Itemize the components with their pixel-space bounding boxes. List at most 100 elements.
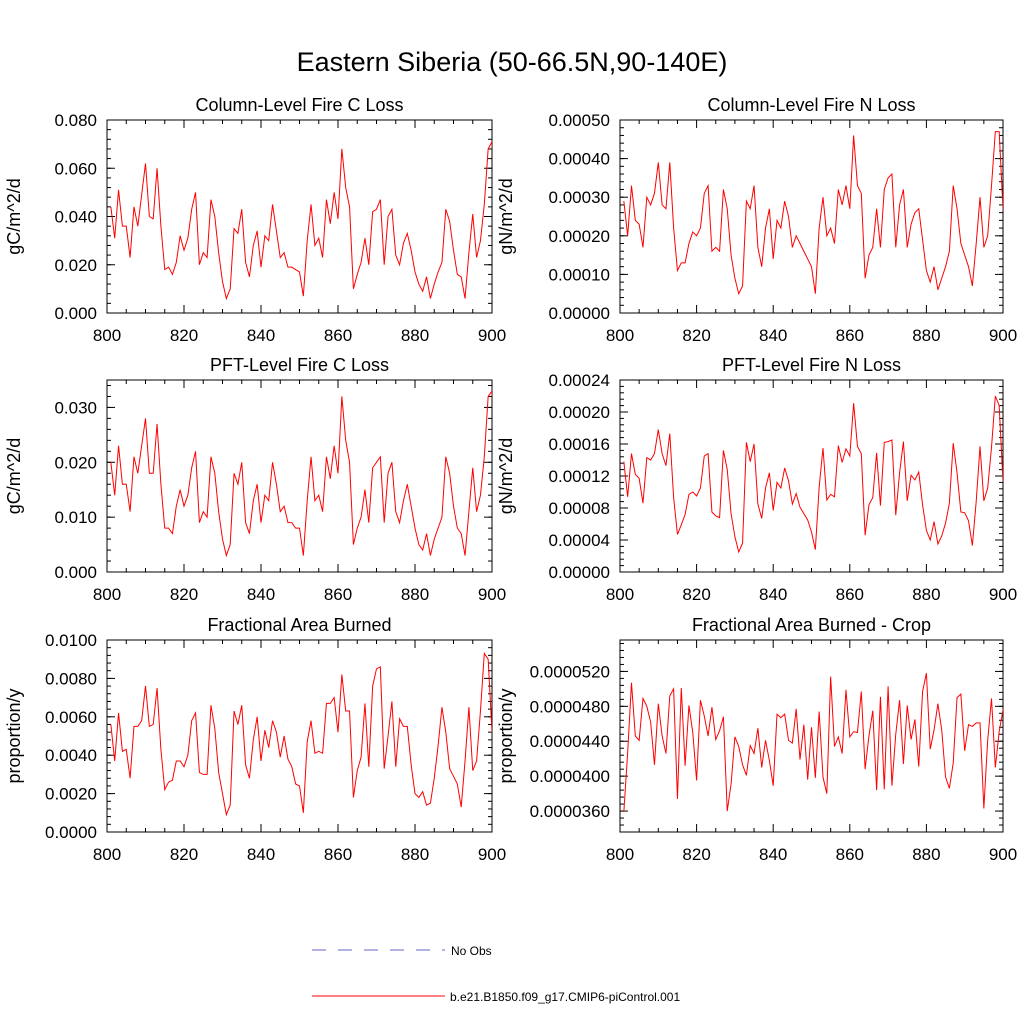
series-line	[623, 395, 1003, 554]
y-tick-label: 0.00016	[549, 435, 610, 454]
x-tick-label: 820	[170, 326, 198, 345]
y-tick-label: 0.0000	[45, 823, 97, 842]
panel-title: PFT-Level Fire N Loss	[722, 355, 901, 375]
x-tick-label: 800	[93, 326, 121, 345]
y-tick-label: 0.0100	[45, 631, 97, 650]
panel-title: PFT-Level Fire C Loss	[210, 355, 389, 375]
y-tick-label: 0.000	[54, 563, 97, 582]
x-tick-label: 820	[682, 326, 710, 345]
series-line	[623, 673, 1003, 812]
x-tick-label: 880	[401, 585, 429, 604]
panel-title: Fractional Area Burned	[207, 615, 391, 635]
x-tick-label: 840	[247, 326, 275, 345]
x-tick-label: 900	[478, 845, 506, 864]
x-tick-label: 900	[989, 845, 1017, 864]
panel-5: Fractional Area Burned 800 820 840 860 880 900…	[4, 615, 506, 864]
legend-label: No Obs	[451, 944, 492, 958]
x-tick-label: 880	[401, 845, 429, 864]
x-tick-label: 860	[324, 845, 352, 864]
panels: Column-Level Fire C Loss 800 820 840 860 880 9…	[4, 95, 1017, 864]
y-tick-label: 0.0020	[45, 785, 97, 804]
x-tick-label: 880	[912, 585, 940, 604]
y-tick-label: 0.00004	[549, 531, 610, 550]
x-tick-label: 860	[324, 326, 352, 345]
x-tick-label: 840	[247, 585, 275, 604]
y-tick-label: 0.040	[54, 208, 97, 227]
series-line	[623, 131, 1003, 296]
panel-title: Column-Level Fire C Loss	[195, 95, 403, 115]
x-tick-label: 880	[912, 845, 940, 864]
panel-1: Column-Level Fire C Loss 800 820 840 860 880 9…	[4, 95, 506, 345]
x-tick-label: 800	[606, 585, 634, 604]
y-tick-label: 0.00020	[549, 403, 610, 422]
x-tick-label: 900	[478, 585, 506, 604]
plot-frame	[619, 639, 1004, 833]
panel-3: PFT-Level Fire C Loss 800 820 840 860 880 900 0…	[4, 355, 506, 604]
y-axis-label: proportion/y	[496, 688, 516, 783]
x-tick-label: 860	[836, 585, 864, 604]
plot-frame	[106, 379, 493, 573]
y-tick-label: 0.0000360	[530, 802, 610, 821]
y-tick-label: 0.00030	[549, 188, 610, 207]
y-tick-label: 0.00000	[549, 304, 610, 323]
x-tick-label: 820	[682, 585, 710, 604]
x-tick-label: 840	[759, 326, 787, 345]
x-tick-label: 800	[93, 845, 121, 864]
y-tick-label: 0.00020	[549, 227, 610, 246]
y-tick-label: 0.020	[54, 256, 97, 275]
x-tick-label: 840	[247, 845, 275, 864]
x-tick-label: 840	[759, 585, 787, 604]
x-tick-label: 860	[836, 326, 864, 345]
y-tick-label: 0.010	[54, 508, 97, 527]
x-tick-label: 820	[170, 585, 198, 604]
y-tick-label: 0.0060	[45, 708, 97, 727]
y-tick-label: 0.0000480	[530, 697, 610, 716]
y-tick-label: 0.00040	[549, 150, 610, 169]
y-tick-label: 0.080	[54, 111, 97, 130]
legend-entry: b.e21.B1850.f09_g17.CMIP6-piControl.001	[312, 990, 680, 1004]
plot-frame	[619, 379, 1004, 573]
y-tick-label: 0.0000520	[530, 662, 610, 681]
y-axis-label: gN/m^2/d	[496, 178, 516, 254]
panel-title: Column-Level Fire N Loss	[707, 95, 915, 115]
y-tick-label: 0.020	[54, 453, 97, 472]
plot-frame	[619, 119, 1004, 314]
series-line	[110, 140, 492, 301]
x-tick-label: 880	[912, 326, 940, 345]
y-tick-label: 0.00012	[549, 467, 610, 486]
y-tick-label: 0.00050	[549, 111, 610, 130]
y-axis-label: gC/m^2/d	[4, 438, 24, 514]
legend-entry: No Obs	[312, 944, 492, 958]
x-tick-label: 800	[606, 326, 634, 345]
panel-6: Fractional Area Burned - Crop 800 820 840 86…	[496, 615, 1017, 864]
y-tick-label: 0.0000400	[530, 767, 610, 786]
x-tick-label: 800	[93, 585, 121, 604]
y-tick-label: 0.000	[54, 304, 97, 323]
plot-frame	[106, 639, 493, 833]
y-axis-label: gN/m^2/d	[496, 438, 516, 514]
y-tick-label: 0.00010	[549, 265, 610, 284]
y-axis-label: gC/m^2/d	[4, 178, 24, 254]
y-tick-label: 0.0080	[45, 669, 97, 688]
y-tick-label: 0.00008	[549, 499, 610, 518]
x-tick-label: 860	[836, 845, 864, 864]
x-tick-label: 880	[401, 326, 429, 345]
x-tick-label: 820	[682, 845, 710, 864]
series-line	[110, 651, 492, 817]
y-tick-label: 0.0040	[45, 746, 97, 765]
panel-title: Fractional Area Burned - Crop	[692, 615, 931, 635]
x-tick-label: 900	[478, 326, 506, 345]
legend: No Obs b.e21.B1850.f09_g17.CMIP6-piContro…	[312, 944, 680, 1004]
legend-label: b.e21.B1850.f09_g17.CMIP6-piControl.001	[450, 990, 680, 1004]
y-tick-label: 0.0000440	[530, 732, 610, 751]
x-tick-label: 860	[324, 585, 352, 604]
figure-title: Eastern Siberia (50-66.5N,90-140E)	[297, 47, 728, 77]
x-tick-label: 840	[759, 845, 787, 864]
y-tick-label: 0.060	[54, 159, 97, 178]
y-tick-label: 0.00000	[549, 563, 610, 582]
x-tick-label: 800	[606, 845, 634, 864]
y-tick-label: 0.00024	[549, 371, 610, 390]
x-tick-label: 900	[989, 326, 1017, 345]
panel-2: Column-Level Fire N Loss 800 820 840 860 880 9…	[496, 95, 1017, 345]
